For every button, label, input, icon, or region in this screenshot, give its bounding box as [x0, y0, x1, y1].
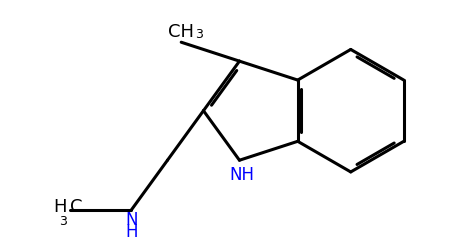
Text: N: N [125, 211, 138, 229]
Text: 3: 3 [59, 215, 67, 228]
Text: C: C [70, 198, 83, 216]
Text: CH: CH [168, 23, 194, 41]
Text: H: H [125, 223, 138, 241]
Text: 3: 3 [195, 28, 203, 41]
Text: H: H [53, 198, 67, 216]
Text: NH: NH [230, 166, 255, 184]
